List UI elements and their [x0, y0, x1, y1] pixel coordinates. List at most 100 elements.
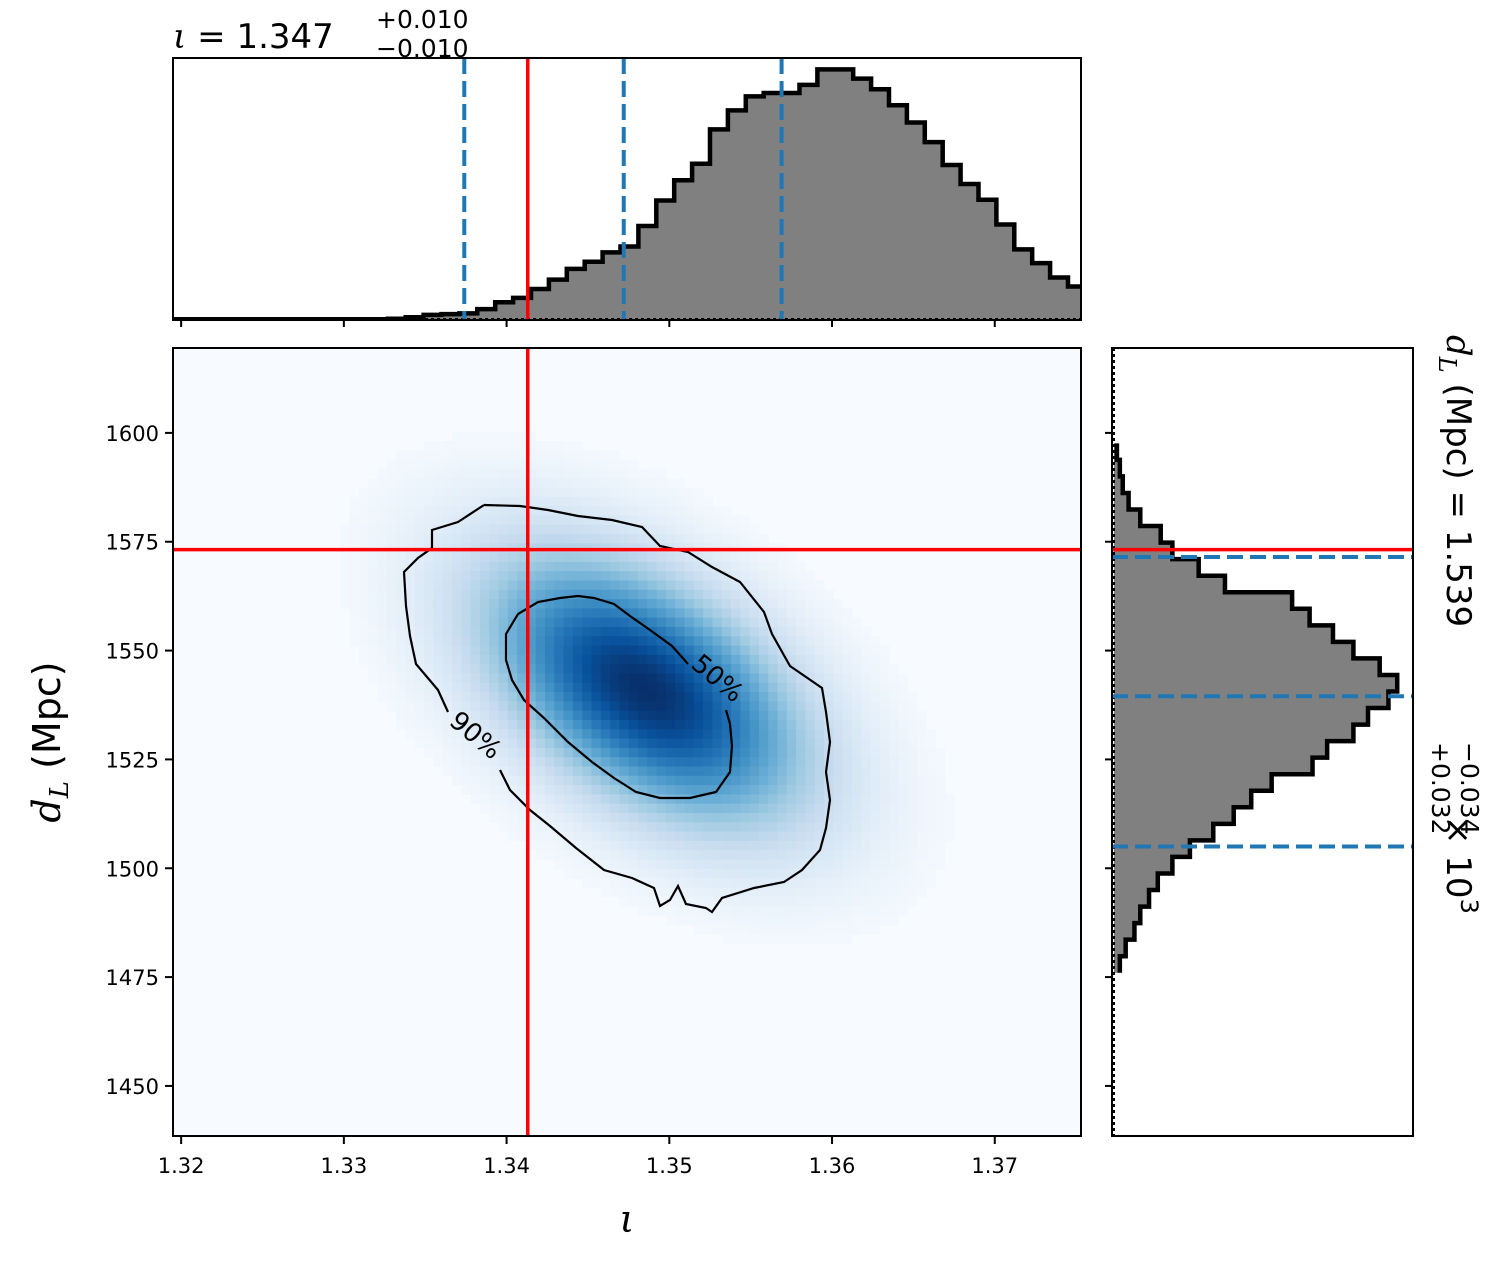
right-quantile-lines [1112, 554, 1413, 849]
heatmap-cell [359, 506, 369, 516]
heatmap-cell [684, 859, 695, 870]
heatmap-cell [582, 459, 593, 470]
heatmap-cell [638, 738, 648, 749]
heatmap-cell [805, 868, 816, 879]
heatmap-cell [647, 580, 658, 591]
heatmap-cell [917, 738, 927, 749]
right-histogram-frame [1111, 347, 1414, 1137]
heatmap-cell [731, 794, 741, 805]
heatmap-cell [582, 822, 593, 833]
heatmap-cell [721, 878, 732, 888]
heatmap-cell [721, 654, 732, 665]
heatmap-cell [656, 636, 667, 647]
heatmap-cell [572, 720, 583, 730]
heatmap-cell [935, 859, 946, 870]
heatmap-cell [628, 459, 639, 470]
heatmap-cell [359, 534, 369, 544]
heatmap-cell [563, 515, 574, 526]
heatmap-cell [563, 589, 574, 600]
heatmap-cell [665, 580, 676, 591]
heatmap-cell [507, 813, 518, 823]
heatmap-cell [758, 906, 769, 916]
heatmap-cell [554, 524, 565, 535]
heatmap-cell [665, 487, 676, 498]
heatmap-cell [749, 720, 760, 730]
heatmap-cell [721, 915, 732, 926]
heatmap-cell [777, 757, 788, 768]
heatmap-cell [814, 747, 825, 758]
heatmap-cell [777, 738, 788, 749]
heatmap-cell [619, 478, 630, 489]
heatmap-cell [684, 729, 695, 740]
heatmap-cell [489, 729, 500, 740]
heatmap-cell [749, 729, 760, 740]
heatmap-cell [489, 654, 500, 665]
heatmap-cell [647, 887, 658, 898]
heatmap-cell [489, 441, 500, 451]
heatmap-cell [498, 794, 509, 805]
heatmap-cell [507, 682, 518, 693]
heatmap-cell [833, 627, 844, 637]
heatmap-cell [600, 868, 611, 879]
heatmap-cell [386, 468, 397, 479]
heatmap-cell [535, 608, 546, 619]
heatmap-cell [424, 468, 434, 479]
heatmap-cell [814, 729, 825, 740]
heatmap-cell [693, 906, 704, 916]
heatmap-cell [610, 654, 620, 665]
heatmap-cell [442, 608, 453, 619]
heatmap-cell [470, 459, 481, 470]
heatmap-cell [470, 561, 481, 572]
heatmap-cell [861, 924, 872, 935]
heatmap-cell [489, 627, 500, 637]
heatmap-cell [554, 710, 565, 721]
heatmap-cell [935, 775, 946, 786]
heatmap-cell [610, 822, 620, 833]
heatmap-cell [479, 747, 490, 758]
y-tick-label: 1600 [106, 422, 159, 446]
heatmap-cell [628, 645, 639, 656]
heatmap-cell [442, 506, 453, 516]
heatmap-cell [703, 924, 713, 935]
heatmap-cell [647, 664, 658, 675]
heatmap-cell [758, 878, 769, 888]
heatmap-cell [749, 673, 760, 684]
heatmap-cell [442, 534, 453, 544]
heatmap-cell [600, 617, 611, 628]
heatmap-cell [777, 924, 788, 935]
heatmap-cell [610, 878, 620, 888]
heatmap-cell [591, 552, 602, 563]
heatmap-cell [731, 720, 741, 730]
heatmap-cell [740, 933, 751, 944]
heatmap-cell [563, 868, 574, 879]
heatmap-cell [824, 915, 834, 926]
heatmap-cell [833, 738, 844, 749]
heatmap-cell [805, 906, 816, 916]
heatmap-cell [749, 561, 760, 572]
heatmap-cell [638, 710, 648, 721]
heatmap-cell [647, 682, 658, 693]
heatmap-cell [712, 524, 723, 535]
heatmap-cell [461, 431, 472, 442]
heatmap-cell [777, 589, 788, 600]
heatmap-cell [507, 803, 518, 814]
heatmap-cell [814, 636, 825, 647]
heatmap-cell [805, 924, 816, 935]
heatmap-cell [582, 682, 593, 693]
heatmap-cell [368, 487, 379, 498]
heatmap-cell [879, 840, 890, 851]
heatmap-cell [572, 608, 583, 619]
heatmap-cell [572, 757, 583, 768]
heatmap-cell [768, 813, 779, 823]
heatmap-cell [870, 747, 881, 758]
heatmap-cell [638, 487, 648, 498]
heatmap-cell [452, 468, 462, 479]
heatmap-cell [619, 710, 630, 721]
heatmap-cell [619, 766, 630, 777]
heatmap-cell [665, 794, 676, 805]
heatmap-cell [842, 868, 853, 879]
heatmap-cell [768, 933, 779, 944]
heatmap-cell [572, 552, 583, 563]
heatmap-cell [498, 524, 509, 535]
heatmap-cell [749, 785, 760, 795]
